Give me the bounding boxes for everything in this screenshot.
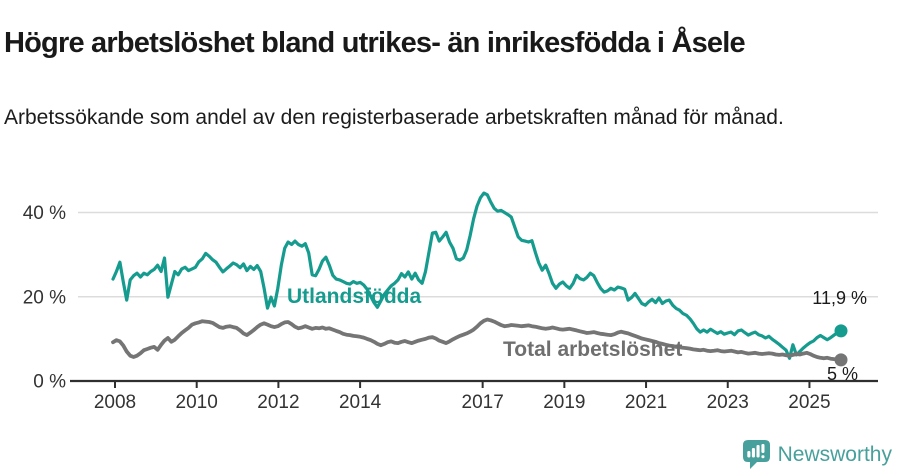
series-label-total-arbetsloshet: Total arbetslöshet — [503, 338, 682, 361]
x-tick-label: 2014 — [339, 392, 382, 413]
end-value-label-total: 5 % — [827, 364, 858, 384]
axis-group: 0 % 20 % 40 % 2008 2010 2012 2014 2017 2019 2021 2… — [23, 203, 878, 413]
x-tick-label: 2017 — [462, 392, 504, 413]
series-end-dot-utlandsf-dda — [834, 324, 848, 338]
newsworthy-logo: Newsworthy — [742, 440, 892, 470]
series-end-dot-total-arbetsl-shet — [834, 353, 848, 367]
y-tick-label: 40 % — [23, 203, 66, 224]
x-tick-label: 2008 — [94, 392, 136, 413]
x-tick-label: 2021 — [625, 392, 667, 413]
x-tick-label: 2010 — [176, 392, 218, 413]
unemployment-line-chart: 0 % 20 % 40 % 2008 2010 2012 2014 2017 2019 2021 2… — [23, 191, 878, 413]
series-line-total-arbetsl-shet — [111, 317, 843, 362]
y-tick-label: 0 % — [33, 372, 66, 393]
series-label-utlandsfodda: Utlandsfödda — [287, 285, 421, 308]
y-tick-label: 20 % — [23, 287, 66, 308]
newsworthy-logo-icon — [742, 440, 770, 469]
gridlines-group — [78, 211, 878, 298]
page-title: Högre arbetslöshet bland utrikes- än inr… — [4, 27, 746, 60]
x-tick-label: 2019 — [543, 392, 585, 413]
x-tick-label: 2025 — [788, 392, 830, 413]
series-line-utlandsf-dda — [111, 191, 843, 360]
x-tick-label: 2023 — [707, 392, 749, 413]
x-tick-label: 2012 — [257, 392, 299, 413]
chart-subtitle: Arbetssökande som andel av den registerb… — [4, 106, 784, 129]
end-value-label-utlandsfodda: 11,9 % — [812, 288, 867, 308]
series-group — [111, 191, 848, 367]
newsworthy-logo-text: Newsworthy — [777, 443, 892, 466]
